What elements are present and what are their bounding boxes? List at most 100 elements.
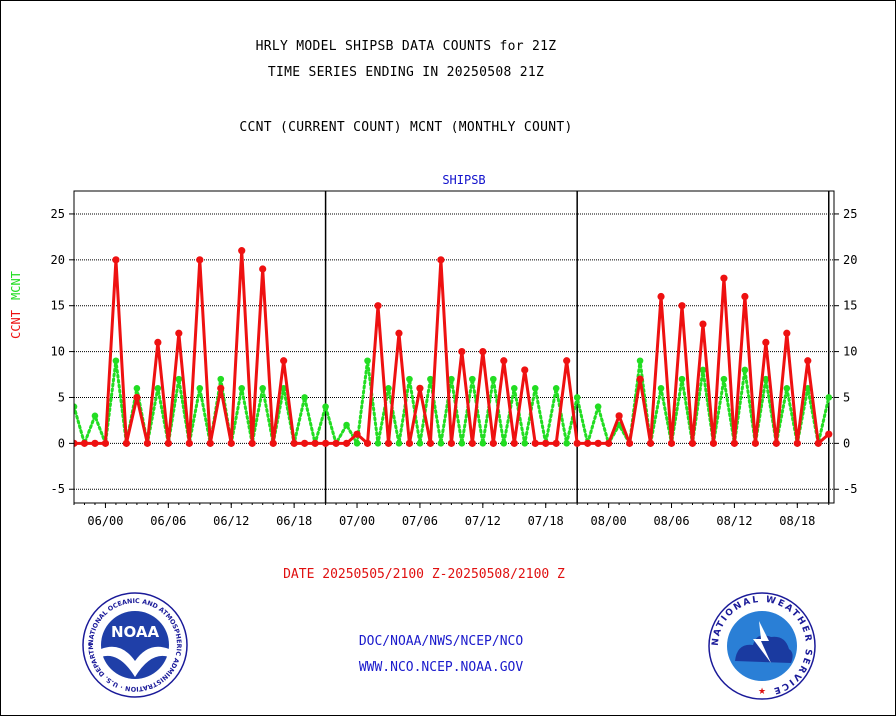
ccnt-point — [825, 430, 833, 438]
date-range-label: DATE 20250505/2100 Z-20250508/2100 Z — [283, 567, 565, 582]
ccnt-point — [269, 439, 277, 447]
y-tick-label-right: 0 — [843, 436, 850, 450]
ccnt-point — [321, 439, 330, 447]
mcnt-point — [678, 375, 686, 383]
mcnt-point — [762, 375, 770, 383]
url-link[interactable]: WWW.NCO.NCEP.NOAA.GOV — [358, 660, 524, 675]
ccnt-point — [217, 384, 225, 392]
ccnt-series — [74, 247, 833, 447]
day-separators — [324, 191, 830, 503]
ccnt-point — [531, 439, 539, 447]
ccnt-point — [605, 439, 613, 447]
mcnt-point — [720, 375, 728, 383]
y-tick-label: -5 — [51, 482, 65, 496]
ccnt-point — [416, 384, 424, 392]
ccnt-point — [667, 439, 676, 447]
mcnt-point — [353, 440, 361, 447]
ccnt-point — [573, 439, 581, 447]
y-axis-label: CCNT MCNT — [9, 271, 23, 339]
ccnt-line — [74, 249, 830, 445]
ccnt-point — [395, 329, 403, 337]
mcnt-point — [804, 384, 812, 392]
x-tick-label: 06/00 — [87, 514, 123, 528]
chart-title: HRLY MODEL SHIPSB DATA COUNTS for 21Z — [255, 39, 557, 54]
ccnt-point — [91, 439, 99, 447]
ccnt-point — [342, 439, 351, 447]
ccnt-point — [468, 439, 476, 447]
ccnt-point — [751, 439, 759, 447]
series-layer — [74, 247, 833, 447]
mcnt-point — [500, 440, 508, 447]
y-tick-label: 20 — [51, 253, 65, 267]
ccnt-point — [594, 439, 602, 447]
ccnt-point — [657, 292, 665, 301]
ccnt-point — [112, 256, 120, 264]
ccnt-point — [363, 439, 372, 447]
ccnt-point — [101, 439, 110, 447]
ccnt-point — [154, 338, 162, 347]
ccnt-point — [227, 439, 235, 447]
mcnt-point — [364, 357, 371, 365]
x-tick-label: 08/18 — [779, 514, 815, 528]
x-tick-label: 08/00 — [591, 514, 627, 528]
noaa-logo-text: NOAA — [111, 623, 160, 641]
ccnt-point — [290, 439, 298, 447]
x-tick-label: 06/18 — [276, 514, 312, 528]
plot-border — [73, 190, 835, 504]
ccnt-point — [259, 265, 267, 273]
x-tick-label: 08/12 — [716, 514, 752, 528]
ccnt-point — [332, 439, 340, 447]
ccnt-point — [699, 320, 707, 328]
mcnt-point — [395, 440, 403, 447]
ccnt-point — [510, 439, 518, 447]
mcnt-point — [479, 440, 487, 447]
mcnt-point — [280, 384, 287, 392]
plot-title: SHIPSB — [442, 173, 485, 187]
ccnt-point — [405, 439, 414, 447]
y-tick-label: 15 — [51, 299, 65, 313]
x-tick-label: 06/06 — [150, 514, 186, 528]
mcnt-point — [175, 375, 183, 383]
ccnt-point — [521, 366, 529, 374]
ccnt-point — [426, 439, 435, 447]
y-tick-label-right: -5 — [843, 482, 857, 496]
mcnt-point — [112, 357, 120, 365]
ccnt-point — [74, 439, 78, 447]
mcnt-point — [448, 375, 455, 383]
mcnt-point — [531, 384, 539, 392]
ccnt-point — [206, 439, 214, 447]
chart-legend-description: CCNT (CURRENT COUNT) MCNT (MONTHLY COUNT… — [239, 120, 573, 135]
mcnt-point — [416, 440, 424, 447]
mcnt-point — [196, 384, 204, 392]
y-tick-label-right: 20 — [843, 253, 857, 267]
mcnt-point — [217, 375, 225, 383]
y-tick-label-right: 25 — [843, 207, 857, 221]
ccnt-point — [563, 357, 571, 365]
mcnt-point — [301, 394, 308, 401]
ccnt-point — [636, 375, 644, 383]
ccnt-point — [280, 357, 288, 365]
ccnt-point — [584, 439, 592, 447]
ccnt-point — [709, 439, 718, 447]
mcnt-point — [594, 403, 602, 410]
ccnt-point — [741, 292, 749, 301]
ccnt-point — [80, 439, 89, 447]
y-tick-label: 25 — [51, 207, 65, 221]
x-tick-label: 07/18 — [528, 514, 564, 528]
mcnt-point — [437, 440, 445, 447]
ccnt-point — [730, 439, 739, 447]
x-tick-label: 08/06 — [653, 514, 689, 528]
mcnt-point — [573, 394, 581, 401]
org-line: DOC/NOAA/NWS/NCEP/NCO — [358, 634, 524, 649]
chart-subtitle-time: TIME SERIES ENDING IN 20250508 21Z — [267, 65, 545, 80]
mcnt-point — [427, 375, 434, 383]
mcnt-point — [385, 384, 392, 392]
mcnt-point — [783, 384, 791, 392]
x-tick-label: 07/06 — [402, 514, 438, 528]
ccnt-point — [238, 247, 246, 255]
mcnt-point — [657, 384, 665, 392]
mcnt-point — [510, 384, 518, 392]
ccnt-point — [133, 393, 141, 402]
